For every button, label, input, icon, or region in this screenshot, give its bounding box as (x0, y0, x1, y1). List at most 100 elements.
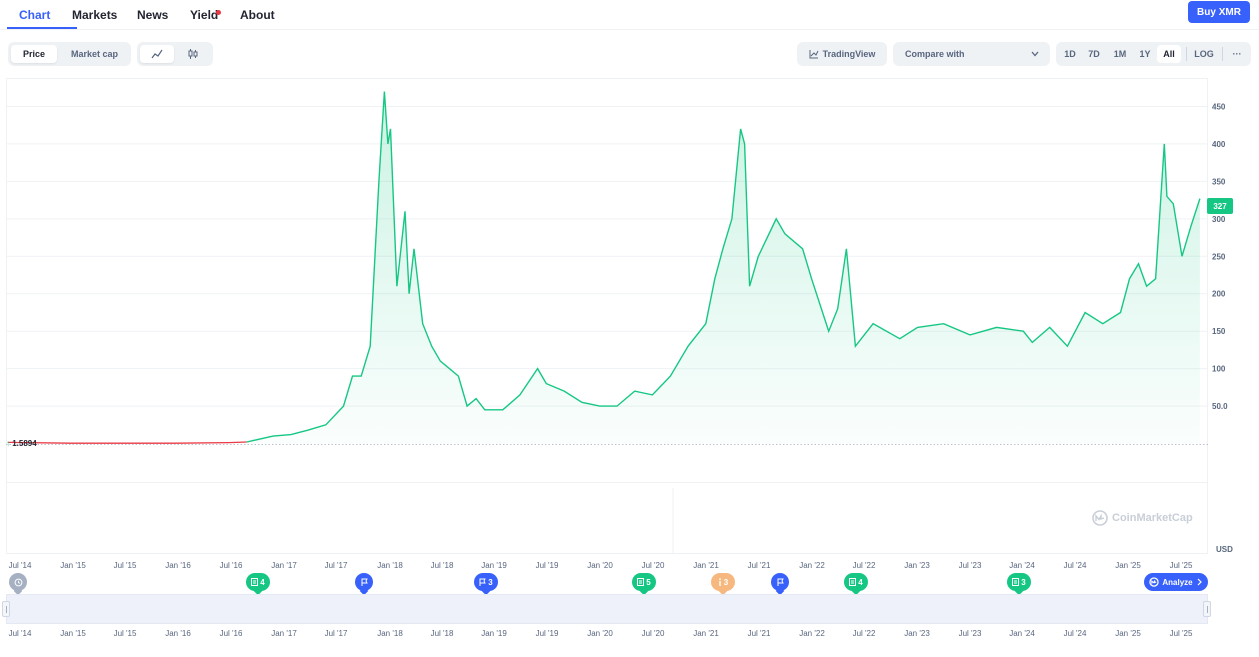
navigator-x-tick-label: Jan '19 (481, 629, 507, 638)
x-tick-label: Jul '17 (324, 561, 348, 570)
tab-news[interactable]: News (137, 8, 169, 22)
y-tick-label: 250 (1212, 252, 1226, 261)
tradingview-button[interactable]: TradingView (797, 42, 887, 66)
buy-xmr-button[interactable]: Buy XMR (1188, 1, 1250, 23)
tab-about[interactable]: About (240, 8, 275, 22)
price-toggle[interactable]: Price (11, 45, 57, 63)
new-indicator-dot (216, 10, 221, 15)
analyze-button[interactable]: Analyze (1144, 573, 1208, 591)
x-tick-label: Jul '19 (535, 561, 559, 570)
navigator-x-tick-label: Jan '16 (165, 629, 191, 638)
chart-style-toggle (137, 42, 213, 66)
market-cap-toggle[interactable]: Market cap (70, 49, 119, 59)
x-tick-label: Jan '15 (60, 561, 86, 570)
event-marker[interactable]: 4 (246, 573, 270, 596)
event-marker[interactable] (771, 573, 789, 596)
navigator-right-handle[interactable] (1203, 601, 1211, 617)
range-1d[interactable]: 1D (1064, 49, 1076, 59)
navigator-x-tick-label: Jan '17 (271, 629, 297, 638)
x-tick-label: Jan '21 (693, 561, 719, 570)
navigator-x-tick-label: Jul '17 (324, 629, 348, 638)
x-tick-label: Jan '18 (377, 561, 403, 570)
y-tick-label: 350 (1212, 177, 1226, 186)
navigator-x-tick-label: Jan '21 (693, 629, 719, 638)
event-count: 4 (858, 577, 863, 587)
x-tick-label: Jul '21 (747, 561, 771, 570)
navigator-x-tick-label: Jan '24 (1009, 629, 1035, 638)
chart-line-icon (809, 50, 819, 59)
y-tick-label: 100 (1212, 365, 1226, 374)
event-count: 3 (488, 577, 493, 587)
x-tick-label: Jul '16 (219, 561, 243, 570)
chevron-down-icon (1031, 51, 1039, 57)
x-tick-label: Jan '16 (165, 561, 191, 570)
history-icon (14, 578, 23, 587)
time-range-selector: 1D 7D 1M 1Y All LOG ··· (1056, 42, 1251, 66)
start-price-label: ↑ 1.5894 (6, 439, 37, 448)
y-tick-label: 400 (1212, 140, 1226, 149)
event-count: 3 (723, 577, 729, 587)
log-scale-toggle[interactable]: LOG (1194, 49, 1214, 59)
x-tick-label: Jan '24 (1009, 561, 1035, 570)
range-all[interactable]: All (1157, 45, 1181, 63)
event-marker[interactable]: 3 (1007, 573, 1031, 596)
x-tick-label: Jul '24 (1063, 561, 1087, 570)
tab-chart[interactable]: Chart (19, 8, 51, 22)
range-7d[interactable]: 7D (1088, 49, 1100, 59)
chevron-right-icon (1197, 578, 1202, 586)
event-marker[interactable]: 3 (474, 573, 498, 596)
range-divider (1222, 47, 1223, 61)
x-tick-label: Jan '22 (799, 561, 825, 570)
price-area-fill (8, 91, 1200, 444)
event-marker[interactable] (9, 573, 27, 596)
y-tick-label: 450 (1212, 102, 1226, 111)
compare-with-label: Compare with (905, 49, 965, 59)
metric-toggle: Price Market cap (8, 42, 131, 66)
candlestick-button[interactable] (176, 45, 210, 63)
price-line (246, 91, 1201, 443)
x-tick-label: Jul '20 (641, 561, 665, 570)
coinmarketcap-watermark: CoinMarketCap (1092, 510, 1193, 526)
more-options-button[interactable]: ··· (1232, 49, 1242, 59)
navigator-x-tick-label: Jul '16 (219, 629, 243, 638)
y-tick-label: 150 (1212, 327, 1226, 336)
navigator-x-tick-label: Jul '22 (852, 629, 876, 638)
range-1m[interactable]: 1M (1113, 49, 1127, 59)
document-icon (1012, 578, 1020, 586)
tradingview-label: TradingView (822, 49, 876, 59)
event-count: 3 (1021, 577, 1026, 587)
tab-yield[interactable]: Yield (190, 8, 219, 22)
navigator-x-tick-label: Jul '21 (747, 629, 771, 638)
tab-markets[interactable]: Markets (72, 8, 118, 22)
line-chart-button[interactable] (140, 45, 174, 63)
event-marker[interactable]: 3 (711, 573, 735, 596)
navigator-x-tick-label: Jul '24 (1063, 629, 1087, 638)
flag-icon (777, 578, 784, 586)
event-marker[interactable]: 5 (632, 573, 656, 596)
event-count: 4 (260, 577, 265, 587)
range-1y[interactable]: 1Y (1139, 49, 1151, 59)
range-navigator[interactable] (6, 594, 1208, 624)
navigator-x-tick-label: Jan '18 (377, 629, 403, 638)
navigator-x-tick-label: Jul '18 (430, 629, 454, 638)
x-tick-label: Jul '25 (1169, 561, 1193, 570)
navigator-x-tick-label: Jul '14 (8, 629, 32, 638)
navigator-x-tick-label: Jul '19 (535, 629, 559, 638)
candlestick-icon (188, 49, 198, 59)
compare-with-select[interactable]: Compare with (893, 42, 1050, 66)
navigator-x-tick-label: Jan '25 (1115, 629, 1141, 638)
x-tick-label: Jan '25 (1115, 561, 1141, 570)
document-icon (251, 578, 259, 586)
navigator-left-handle[interactable] (2, 601, 10, 617)
navigator-x-tick-label: Jan '22 (799, 629, 825, 638)
y-tick-label: 300 (1212, 215, 1226, 224)
coinmarketcap-logo-icon (1149, 577, 1160, 587)
flag-icon (361, 578, 368, 586)
flag-icon (479, 578, 486, 586)
event-marker[interactable]: 4 (844, 573, 868, 596)
event-marker[interactable] (355, 573, 373, 596)
navigator-x-tick-label: Jan '20 (587, 629, 613, 638)
document-icon (849, 578, 857, 586)
event-count: 5 (646, 577, 651, 587)
